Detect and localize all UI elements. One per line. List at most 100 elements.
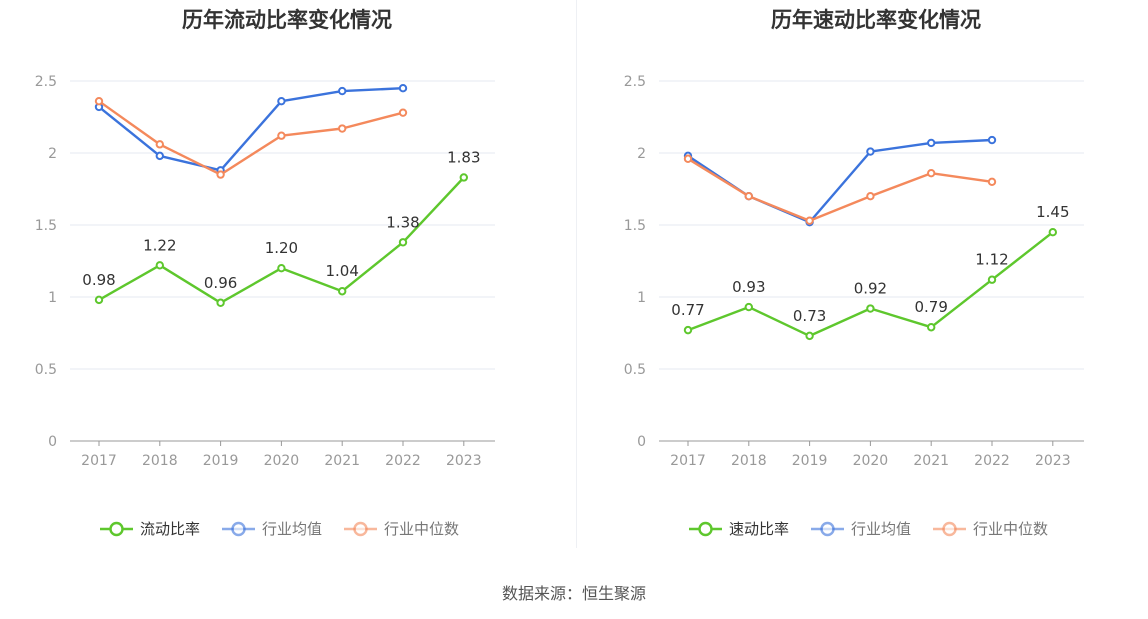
y-tick-label: 0.5: [624, 362, 646, 378]
x-tick-label: 2022: [385, 453, 421, 469]
y-tick-label: 1.5: [35, 218, 57, 234]
y-tick-label: 2.5: [624, 74, 646, 90]
data-label: 1.12: [975, 251, 1008, 269]
legend-swatch-marker: [231, 521, 246, 537]
data-point-average: [927, 138, 936, 148]
data-point-company: [1048, 228, 1057, 237]
data-label: 0.79: [914, 298, 947, 316]
series-line-average: [98, 87, 404, 172]
legend-label: 流动比率: [140, 520, 200, 538]
data-label: 0.98: [82, 271, 115, 289]
x-tick-label: 2020: [264, 453, 300, 469]
y-tick-label: 0: [637, 434, 646, 450]
data-label: 1.45: [1036, 203, 1069, 221]
data-point-average: [338, 86, 347, 96]
chart-title: 历年速动比率变化情况: [771, 8, 981, 32]
data-label: 0.92: [854, 280, 887, 298]
quick-ratio-panel: 历年速动比率变化情况 0 0.5 1 1.5 2 2.5 2017 2018 2019 2020 2…: [589, 0, 1148, 560]
x-tick-label: 2022: [974, 453, 1010, 469]
data-point-company: [987, 275, 997, 284]
legend-label: 速动比率: [729, 520, 789, 538]
panel-divider: [576, 0, 577, 548]
data-point-company: [683, 325, 693, 335]
data-point-average: [398, 84, 408, 93]
data-point-company: [744, 302, 754, 312]
x-tick-label: 2018: [731, 453, 767, 469]
data-label: 1.22: [143, 236, 176, 254]
legend-item-average: 行业均值: [811, 520, 911, 538]
data-point-median: [927, 168, 936, 178]
x-tick-label: 2018: [142, 453, 178, 469]
y-tick-label: 1: [48, 290, 57, 306]
quick-ratio-chart: 0 0.5 1 1.5 2 2.5 2017 2018 2019 2020 2021 2022 2023…: [624, 74, 1084, 538]
data-point-median: [866, 192, 875, 201]
y-tick-label: 2: [48, 146, 57, 162]
x-tick-label: 2017: [81, 453, 117, 469]
data-label: 1.04: [325, 262, 358, 280]
y-tick-label: 0.5: [35, 362, 57, 378]
data-point-company: [459, 173, 468, 182]
current-ratio-panel: 历年流动比率变化情况 0 0.5 1 1.5 2 2.5 2017 2018 2019 2020 2…: [0, 0, 574, 560]
data-point-company: [155, 261, 165, 270]
legend-swatch-marker: [353, 521, 368, 537]
data-label: 1.83: [447, 148, 480, 166]
data-point-median: [155, 140, 165, 149]
legend-item-median: 行业中位数: [933, 520, 1048, 538]
data-point-median: [338, 124, 347, 133]
data-point-average: [155, 151, 165, 161]
y-tick-label: 2.5: [35, 74, 57, 90]
chart-title: 历年流动比率变化情况: [182, 8, 392, 32]
data-label: 1.38: [386, 213, 419, 231]
data-point-median: [805, 216, 814, 225]
data-point-company: [338, 287, 347, 296]
legend-swatch-marker: [942, 521, 957, 537]
data-point-median: [683, 154, 693, 163]
x-tick-label: 2017: [670, 453, 706, 469]
data-point-median: [277, 131, 286, 140]
legend-item-median: 行业中位数: [344, 520, 459, 538]
y-tick-label: 1: [637, 290, 646, 306]
data-point-company: [398, 238, 408, 247]
data-source: 数据来源：恒生聚源: [501, 584, 646, 603]
current-ratio-chart: 0 0.5 1 1.5 2 2.5 2017 2018 2019 2020 2021 2022 2023…: [35, 74, 495, 538]
legend-label: 行业中位数: [384, 520, 459, 538]
data-point-median: [744, 192, 754, 201]
y-tick-label: 0: [48, 434, 57, 450]
legend-swatch-marker: [698, 521, 713, 537]
data-label: 0.93: [732, 278, 765, 296]
data-point-company: [94, 295, 104, 305]
data-point-company: [277, 264, 286, 273]
x-tick-label: 2020: [853, 453, 889, 469]
data-point-company: [866, 304, 875, 313]
legend-label: 行业均值: [851, 520, 911, 538]
series-line-average: [687, 138, 993, 224]
x-tick-label: 2019: [203, 453, 239, 469]
x-tick-label: 2023: [1035, 453, 1071, 469]
legend-label: 行业中位数: [973, 520, 1048, 538]
legend-item-average: 行业均值: [222, 520, 322, 538]
x-tick-label: 2021: [324, 453, 360, 469]
legend-label: 行业均值: [262, 520, 322, 538]
legend-item-company: 速动比率: [689, 520, 789, 538]
x-tick-label: 2023: [446, 453, 482, 469]
legend-swatch-marker: [820, 521, 835, 537]
y-tick-label: 2: [637, 146, 646, 162]
y-tick-label: 1.5: [624, 218, 646, 234]
data-point-average: [277, 96, 286, 106]
data-label: 0.96: [204, 274, 237, 292]
data-label: 1.20: [265, 239, 298, 257]
series-line-median: [687, 157, 993, 222]
data-point-median: [398, 108, 408, 117]
data-point-company: [805, 331, 814, 341]
data-label: 0.77: [671, 301, 704, 319]
data-point-median: [987, 177, 997, 187]
data-point-median: [216, 170, 225, 179]
data-point-company: [216, 298, 225, 307]
data-label: 0.73: [793, 307, 826, 325]
data-point-average: [866, 147, 875, 156]
legend-item-company: 流动比率: [100, 520, 200, 538]
x-tick-label: 2019: [792, 453, 828, 469]
x-tick-label: 2021: [913, 453, 949, 469]
data-point-average: [987, 135, 997, 145]
series-line-median: [98, 100, 404, 176]
